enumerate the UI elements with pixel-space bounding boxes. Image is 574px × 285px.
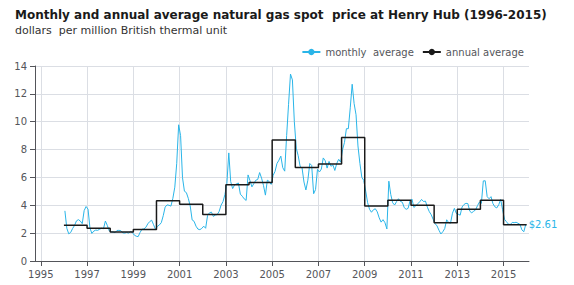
svg-text:2005: 2005 [259,269,284,280]
svg-text:2013: 2013 [445,269,470,280]
svg-text:12: 12 [14,88,27,99]
svg-text:1997: 1997 [74,269,99,280]
svg-text:14: 14 [14,61,27,72]
svg-text:1999: 1999 [121,269,146,280]
svg-text:2007: 2007 [306,269,331,280]
svg-text:dollars per million British t: dollars per million British thermal unit [15,24,228,37]
svg-text:2009: 2009 [352,269,377,280]
svg-text:8: 8 [21,144,27,155]
svg-text:0: 0 [21,256,27,267]
svg-text:2: 2 [21,228,27,239]
svg-text:monthly average: monthly average [325,47,413,58]
svg-text:10: 10 [14,116,27,127]
svg-text:2001: 2001 [167,269,192,280]
svg-text:4: 4 [21,200,27,211]
svg-text:2003: 2003 [213,269,238,280]
svg-text:6: 6 [21,172,27,183]
svg-text:Monthly and annual average nat: Monthly and annual average natural gas s… [15,8,547,22]
svg-text:1995: 1995 [28,269,53,280]
svg-text:annual average: annual average [446,47,524,58]
svg-text:$2.61: $2.61 [529,219,558,230]
svg-text:2011: 2011 [398,269,423,280]
svg-text:2015: 2015 [491,269,516,280]
